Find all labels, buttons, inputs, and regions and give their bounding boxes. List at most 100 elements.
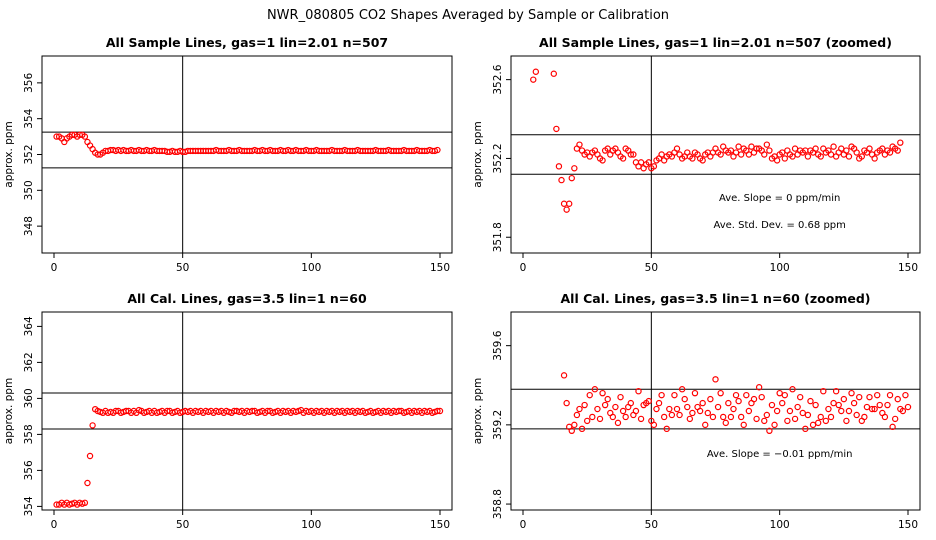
data-point — [791, 415, 799, 423]
data-point — [879, 145, 886, 152]
chart-panel-2: All Sample Lines, gas=1 lin=2.01 n=507 (… — [472, 35, 921, 274]
data-point — [578, 425, 586, 433]
data-point — [594, 405, 601, 413]
data-point — [789, 386, 796, 393]
x-tick-label: 50 — [645, 519, 658, 531]
data-point — [843, 417, 850, 425]
y-tick-label: 352.6 — [492, 64, 504, 94]
plot-frame — [510, 55, 921, 254]
data-point — [817, 413, 824, 421]
data-point — [845, 153, 853, 160]
data-point — [761, 417, 768, 425]
annotation: Ave. Slope = −0.01 ppm/min — [707, 449, 853, 460]
data-point — [766, 427, 773, 434]
x-tick-label: 50 — [176, 262, 189, 274]
data-point — [753, 145, 760, 152]
data-point — [668, 411, 676, 419]
plot-frame — [510, 311, 921, 511]
data-point — [784, 417, 791, 425]
data-point — [591, 386, 599, 393]
data-point — [840, 395, 848, 403]
data-point — [627, 151, 635, 158]
data-point — [886, 391, 894, 399]
data-point — [866, 145, 873, 152]
data-point — [789, 153, 796, 160]
data-point — [696, 407, 704, 415]
data-point — [678, 386, 686, 393]
data-point — [573, 411, 581, 419]
data-point — [89, 422, 96, 429]
data-point — [84, 479, 91, 487]
data-point — [771, 421, 778, 429]
data-point — [838, 145, 845, 152]
chart-panel-3: All Cal. Lines, gas=3.5 lin=1 n=60 approx… — [3, 291, 453, 531]
data-point — [799, 409, 806, 417]
data-point — [794, 403, 801, 411]
data-point — [434, 407, 441, 415]
data-point — [673, 145, 681, 152]
data-point — [704, 409, 712, 417]
data-point — [858, 153, 866, 160]
chart-panel-1: All Sample Lines, gas=1 lin=2.01 n=507 ap… — [3, 35, 453, 274]
y-axis-label: approx. ppm — [3, 378, 15, 444]
x-tick-label: 100 — [301, 519, 321, 531]
data-point — [702, 421, 709, 429]
data-point — [812, 401, 819, 409]
data-point — [737, 413, 745, 421]
data-point — [676, 411, 683, 419]
data-point — [707, 395, 714, 403]
data-point — [863, 403, 871, 411]
data-point — [727, 413, 735, 421]
x-tick-label: 50 — [176, 519, 189, 531]
data-point — [884, 401, 891, 409]
data-point — [817, 153, 824, 160]
data-point — [663, 425, 670, 433]
data-point — [699, 399, 706, 407]
data-point — [635, 388, 642, 395]
data-point — [832, 388, 840, 395]
y-tick-label: 360 — [23, 388, 35, 408]
annotation: Ave. Std. Dev. = 0.68 ppm — [713, 220, 845, 231]
data-point — [732, 391, 740, 399]
data-point — [861, 413, 868, 421]
x-tick-label: 0 — [51, 262, 58, 274]
data-point — [843, 147, 850, 154]
data-point — [750, 395, 758, 403]
data-point — [583, 417, 591, 425]
data-point — [876, 401, 883, 409]
y-tick-label: 348 — [23, 216, 35, 236]
data-point — [645, 159, 652, 166]
data-point — [81, 499, 89, 506]
data-point — [589, 413, 596, 421]
y-tick-label: 358.8 — [492, 489, 504, 519]
data-point — [571, 421, 578, 429]
data-point — [691, 389, 699, 397]
data-point — [666, 405, 673, 413]
data-point — [730, 405, 737, 413]
data-point — [773, 407, 781, 415]
data-point — [737, 151, 745, 158]
data-point — [779, 399, 786, 407]
y-tick-label: 354 — [23, 108, 35, 128]
data-point — [825, 405, 832, 413]
data-point — [755, 384, 763, 391]
data-point — [712, 376, 719, 383]
figure-suptitle: NWR_080805 CO2 Shapes Averaged by Sample… — [267, 8, 669, 23]
data-point — [897, 139, 904, 146]
data-point — [604, 145, 611, 152]
data-point — [660, 413, 668, 421]
data-point — [586, 391, 593, 399]
chart-title: All Cal. Lines, gas=3.5 lin=1 n=60 — [127, 291, 367, 306]
x-tick-label: 50 — [645, 262, 658, 274]
data-point — [558, 176, 565, 184]
y-tick-label: 352 — [23, 144, 35, 164]
data-point — [791, 145, 799, 152]
data-point — [776, 389, 783, 397]
data-point — [781, 155, 789, 162]
data-point — [596, 415, 604, 423]
data-point — [81, 133, 89, 140]
data-point — [645, 397, 652, 405]
data-point — [563, 399, 570, 407]
data-point — [571, 165, 578, 172]
